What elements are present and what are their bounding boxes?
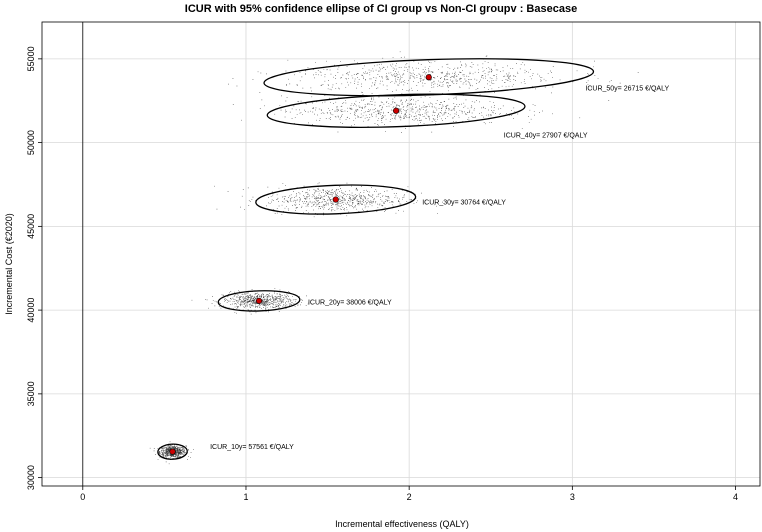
icur-label-1: ICUR_10y= 57561 €/QALY xyxy=(210,444,294,451)
x-tick-label: 3 xyxy=(570,492,575,502)
scatter-points xyxy=(149,51,654,465)
plot-frame xyxy=(41,21,761,487)
x-tick-label: 1 xyxy=(243,492,248,502)
y-tick-label: 35000 xyxy=(26,381,36,406)
mean-point-3 xyxy=(332,196,339,203)
y-tick-label: 45000 xyxy=(26,214,36,239)
confidence-ellipse-4 xyxy=(266,93,526,128)
grid-lines xyxy=(42,22,760,486)
y-tick-label: 50000 xyxy=(26,130,36,155)
mean-point-1 xyxy=(169,448,176,455)
point-cloud-3 xyxy=(214,182,443,218)
x-tick-label: 4 xyxy=(733,492,738,502)
y-tick-label: 40000 xyxy=(26,298,36,323)
icur-label-5: ICUR_50y= 26715 €/QALY xyxy=(585,86,669,93)
mean-markers xyxy=(169,74,432,455)
axis-ticks: 0 1 2 3 4 30000 35000 40000 45000 50000 55000 xyxy=(26,46,738,502)
x-tick-label: 2 xyxy=(407,492,412,502)
y-tick-label: 55000 xyxy=(26,46,36,71)
point-cloud-4 xyxy=(232,85,581,133)
y-axis-label: Incremental Cost (€2020) xyxy=(4,213,14,315)
mean-point-5 xyxy=(425,74,432,81)
mean-point-2 xyxy=(255,297,263,305)
icur-label-2: ICUR_20y= 38006 €/QALY xyxy=(308,299,392,306)
y-tick-label: 30000 xyxy=(26,465,36,490)
icur-label-3: ICUR_30y= 30764 €/QALY xyxy=(422,200,506,207)
icur-label-4: ICUR_40y= 27907 €/QALY xyxy=(504,133,588,140)
confidence-ellipse-3 xyxy=(255,184,417,215)
confidence-ellipses xyxy=(157,58,595,460)
chart-title: ICUR with 95% confidence ellipse of CI g… xyxy=(185,3,577,15)
x-axis-label: Incremental effectiveness (QALY) xyxy=(335,519,469,529)
icur-labels: ICUR_10y= 57561 €/QALY ICUR_20y= 38006 €/… xyxy=(210,86,669,451)
confidence-ellipse-2 xyxy=(217,290,301,312)
mean-point-4 xyxy=(393,107,400,114)
confidence-ellipse-1 xyxy=(157,443,188,460)
confidence-ellipse-5 xyxy=(263,58,595,97)
x-tick-label: 0 xyxy=(80,492,85,502)
